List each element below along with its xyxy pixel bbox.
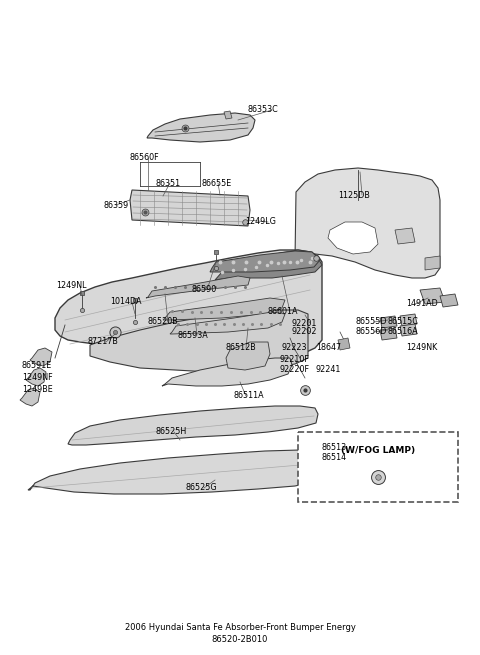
Text: 1249NL: 1249NL <box>56 282 86 291</box>
Polygon shape <box>130 190 250 226</box>
Text: 92220F: 92220F <box>280 365 310 375</box>
Polygon shape <box>425 256 440 270</box>
Text: 86655E: 86655E <box>202 179 232 187</box>
Polygon shape <box>224 111 232 119</box>
Polygon shape <box>338 338 350 350</box>
Polygon shape <box>226 342 270 370</box>
Text: 86514: 86514 <box>322 453 347 462</box>
Text: 86525G: 86525G <box>185 483 216 493</box>
Polygon shape <box>295 168 440 278</box>
Polygon shape <box>20 388 40 406</box>
Text: 1249NK: 1249NK <box>406 343 437 352</box>
Text: 86515C: 86515C <box>388 318 419 326</box>
Polygon shape <box>28 450 340 494</box>
Text: 92223: 92223 <box>282 343 308 352</box>
Polygon shape <box>400 324 417 336</box>
Text: 92210F: 92210F <box>280 356 310 364</box>
Polygon shape <box>395 228 415 244</box>
Polygon shape <box>440 294 458 307</box>
Polygon shape <box>68 406 318 445</box>
Polygon shape <box>26 368 46 386</box>
Polygon shape <box>400 314 417 326</box>
Polygon shape <box>163 298 285 320</box>
Text: 86359: 86359 <box>104 200 129 210</box>
Polygon shape <box>420 288 445 304</box>
Polygon shape <box>170 312 285 334</box>
Text: 86555D: 86555D <box>356 318 387 326</box>
Text: 1491AD: 1491AD <box>406 299 438 309</box>
Text: 2006 Hyundai Santa Fe Absorber-Front Bumper Energy: 2006 Hyundai Santa Fe Absorber-Front Bum… <box>125 624 355 633</box>
Text: 86520B: 86520B <box>148 318 179 326</box>
Polygon shape <box>380 328 397 340</box>
Text: (W/FOG LAMP): (W/FOG LAMP) <box>341 446 415 455</box>
Text: 1014DA: 1014DA <box>110 297 142 307</box>
Text: 86590: 86590 <box>192 286 217 295</box>
Polygon shape <box>210 251 320 272</box>
Text: 1249BE: 1249BE <box>22 384 53 394</box>
Text: 86593A: 86593A <box>178 331 209 339</box>
Polygon shape <box>162 358 292 386</box>
Text: 86511A: 86511A <box>234 392 264 400</box>
Text: 92202: 92202 <box>292 328 317 337</box>
Text: 86520-2B010: 86520-2B010 <box>212 635 268 645</box>
Text: 86516A: 86516A <box>388 328 419 337</box>
FancyBboxPatch shape <box>298 432 458 502</box>
Text: 18647: 18647 <box>316 343 341 352</box>
Text: 86513: 86513 <box>322 443 347 453</box>
Polygon shape <box>380 316 397 328</box>
Text: 86560F: 86560F <box>130 153 160 162</box>
Text: 1249LG: 1249LG <box>245 217 276 227</box>
Polygon shape <box>146 276 250 298</box>
Text: 86601A: 86601A <box>268 307 299 316</box>
Text: 1125DB: 1125DB <box>338 191 370 200</box>
Polygon shape <box>328 222 378 254</box>
Text: 86512B: 86512B <box>226 343 257 352</box>
Text: 86556D: 86556D <box>356 328 387 337</box>
Text: 86525H: 86525H <box>155 428 186 436</box>
Text: 87217B: 87217B <box>88 337 119 346</box>
Text: 86591E: 86591E <box>22 360 52 369</box>
Polygon shape <box>147 113 255 142</box>
Text: 1249NF: 1249NF <box>22 373 53 381</box>
Polygon shape <box>215 250 322 280</box>
Text: 86351: 86351 <box>156 179 181 187</box>
Text: 92201: 92201 <box>292 318 317 328</box>
Polygon shape <box>90 310 308 372</box>
Text: 86353C: 86353C <box>248 105 279 115</box>
Text: 92241: 92241 <box>316 365 341 375</box>
Polygon shape <box>55 250 322 360</box>
Polygon shape <box>30 348 52 366</box>
